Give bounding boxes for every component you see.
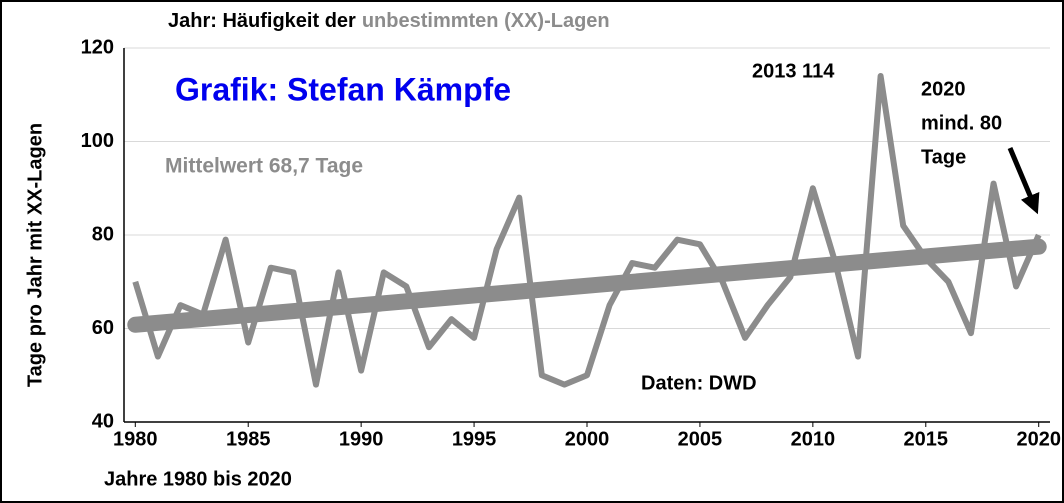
arrow bbox=[1007, 147, 1040, 215]
title-main: Jahr: Häufigkeit der bbox=[168, 10, 356, 32]
x-tick-label: 1985 bbox=[226, 428, 271, 450]
y-tick-label: 80 bbox=[92, 223, 114, 245]
x-tick-label: 1995 bbox=[452, 428, 497, 450]
y-axis-label: Tage pro Jahr mit XX-Lagen bbox=[24, 123, 46, 387]
x-tick-label: 2020 bbox=[1016, 428, 1061, 450]
last-note: Tage bbox=[921, 146, 966, 168]
x-tick-label: 2000 bbox=[565, 428, 610, 450]
x-tick-label: 1980 bbox=[113, 428, 158, 450]
trend-line bbox=[127, 238, 1047, 333]
title-highlight: unbestimmten (XX)-Lagen bbox=[362, 10, 610, 32]
mean-note: Mittelwert 68,7 Tage bbox=[165, 155, 363, 178]
data-line bbox=[132, 73, 1042, 388]
y-tick-label: 120 bbox=[81, 36, 114, 58]
source-note: Daten: DWD bbox=[641, 372, 757, 394]
peak-note: 2013 114 bbox=[752, 60, 835, 82]
x-axis-label: Jahre 1980 bis 2020 bbox=[104, 468, 292, 490]
y-tick-label: 100 bbox=[81, 130, 114, 152]
author-note: Grafik: Stefan Kämpfe bbox=[175, 71, 511, 107]
x-tick-label: 2010 bbox=[791, 428, 836, 450]
x-tick-label: 1990 bbox=[339, 428, 384, 450]
x-tick-label: 2005 bbox=[678, 428, 723, 450]
last-note: 2020 bbox=[921, 78, 966, 100]
y-tick-label: 60 bbox=[92, 317, 114, 339]
y-tick-label: 40 bbox=[92, 410, 114, 432]
x-tick-label: 2015 bbox=[904, 428, 949, 450]
last-note: mind. 80 bbox=[921, 112, 1002, 134]
chart-title: Jahr: Häufigkeit der unbestimmten (XX)-La… bbox=[168, 10, 610, 32]
